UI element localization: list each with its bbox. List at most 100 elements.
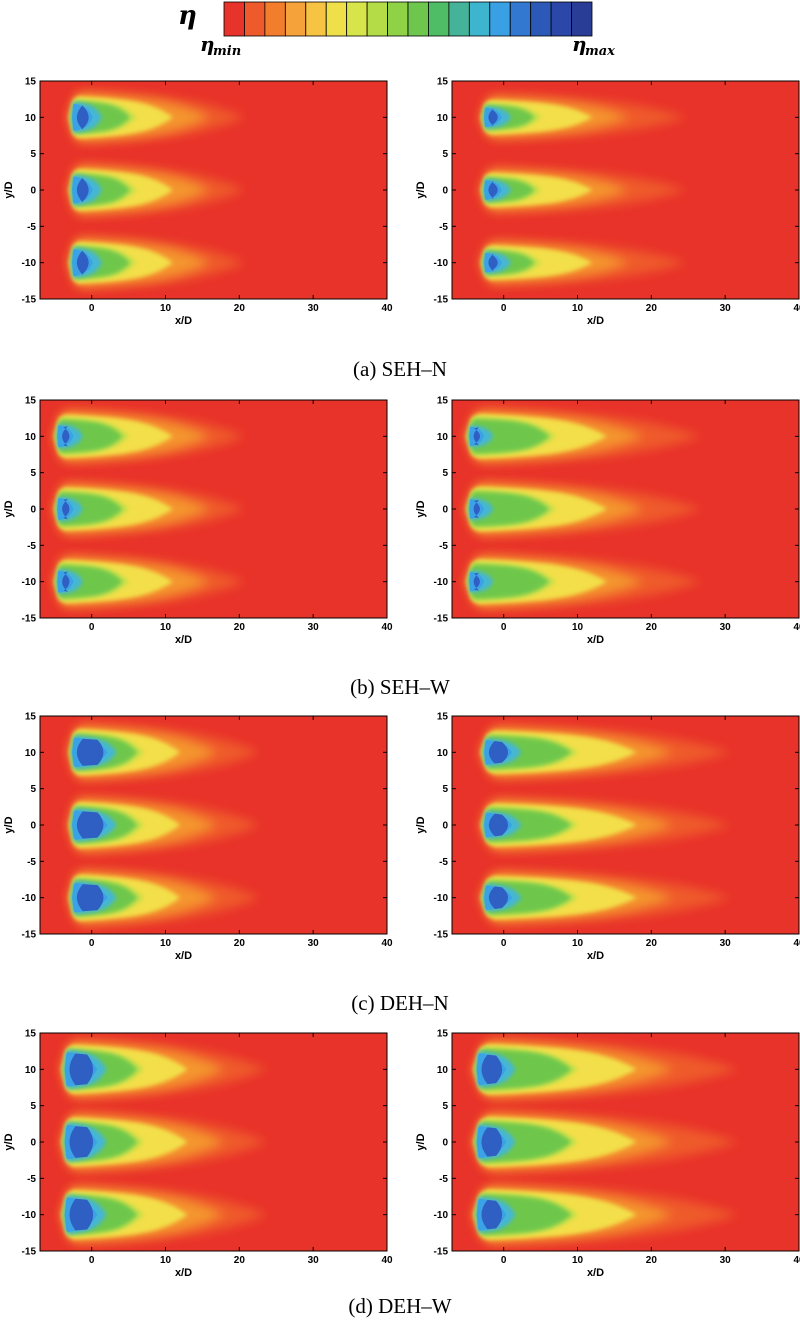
x-tick-label: 30 — [308, 938, 320, 949]
plume-core — [76, 738, 104, 766]
x-tick-label: 10 — [160, 1255, 172, 1266]
y-tick-label: -15 — [434, 1247, 449, 1258]
axis-ticks: 0 10 20 30 40 15 10 5 0 -5 -10 -15 — [22, 1029, 393, 1267]
y-tick-label: 5 — [442, 468, 448, 479]
y-tick-label: 10 — [25, 432, 37, 443]
jet-plume — [59, 1184, 267, 1246]
x-tick-label: 40 — [381, 303, 393, 314]
axis-ticks: 0 10 20 30 40 15 10 5 0 -5 -10 -15 — [22, 396, 393, 634]
contour-plot-right: 0 10 20 30 40 15 10 5 0 -5 -10 -15 x/D y/D — [415, 396, 800, 647]
x-tick-label: 30 — [720, 1255, 732, 1266]
y-tick-label: 0 — [442, 186, 448, 197]
jet-plume — [59, 1038, 267, 1100]
y-tick-label: 5 — [442, 784, 448, 795]
x-tick-label: 20 — [234, 622, 246, 633]
panel-seh-n: 0 10 20 30 40 15 10 5 0 -5 -10 -15 x/D y/D 0 10 20 30 40 15… — [3, 77, 800, 382]
panel-caption: (d) DEH–W — [348, 1294, 451, 1318]
x-tick-label: 40 — [793, 1255, 800, 1266]
y-tick-label: -10 — [22, 893, 37, 904]
x-tick-label: 20 — [234, 1255, 246, 1266]
y-axis-label: y/D — [3, 500, 15, 517]
contour-plot-right: 0 10 20 30 40 15 10 5 0 -5 -10 -15 x/D y/D — [415, 1029, 800, 1280]
plume-core — [76, 811, 104, 839]
y-tick-label: 15 — [25, 712, 37, 723]
colorbar-symbol: η — [178, 1, 197, 31]
x-tick-label: 30 — [308, 1255, 320, 1266]
x-tick-label: 30 — [720, 938, 732, 949]
jet-plume — [471, 1110, 738, 1174]
y-tick-label: -5 — [439, 541, 448, 552]
colorbar-cell — [387, 1, 409, 37]
jet-plume — [67, 90, 245, 145]
y-tick-label: -15 — [434, 930, 449, 941]
jet-plume — [67, 163, 245, 217]
x-axis-label: x/D — [175, 1267, 192, 1279]
colorbar-cells — [223, 1, 593, 37]
y-tick-label: 15 — [25, 1029, 37, 1040]
panel-deh-w: 0 10 20 30 40 15 10 5 0 -5 -10 -15 x/D y/D 0 10 20 30 40 15… — [3, 1029, 800, 1319]
y-tick-label: -10 — [434, 1210, 449, 1221]
y-tick-label: -5 — [439, 222, 448, 233]
axis-ticks: 0 10 20 30 40 15 10 5 0 -5 -10 -15 — [22, 77, 393, 315]
y-axis-label: y/D — [415, 500, 427, 517]
x-tick-label: 10 — [572, 622, 584, 633]
y-tick-label: 5 — [30, 1101, 36, 1112]
contour-plot-left: 0 10 20 30 40 15 10 5 0 -5 -10 -15 x/D y/D — [3, 1029, 393, 1280]
y-tick-label: 5 — [442, 149, 448, 160]
plume-core — [481, 1054, 503, 1085]
y-tick-label: 10 — [437, 748, 449, 759]
plume-green — [468, 564, 550, 600]
y-tick-label: -10 — [22, 1210, 37, 1221]
y-tick-label: -5 — [439, 1174, 448, 1185]
x-tick-label: 40 — [793, 938, 800, 949]
x-tick-label: 0 — [89, 622, 95, 633]
x-tick-label: 30 — [720, 622, 732, 633]
x-tick-label: 20 — [646, 622, 658, 633]
y-tick-label: 15 — [25, 77, 37, 88]
colorbar-max-label: η max — [572, 32, 615, 59]
contour-plot-right: 0 10 20 30 40 15 10 5 0 -5 -10 -15 x/D y/D — [415, 712, 800, 963]
x-tick-label: 10 — [160, 622, 172, 633]
x-tick-label: 20 — [646, 938, 658, 949]
plume-core — [473, 427, 480, 446]
y-tick-label: 15 — [437, 1029, 449, 1040]
x-axis-label: x/D — [587, 634, 604, 646]
colorbar-cell — [244, 1, 266, 37]
panel-caption: (c) DEH–N — [351, 991, 448, 1015]
plume-core — [488, 253, 498, 272]
plume-core — [76, 104, 89, 130]
panel-caption: (b) SEH–W — [350, 675, 450, 699]
y-tick-label: -10 — [22, 258, 37, 269]
jet-plume — [479, 94, 686, 141]
jet-plume — [479, 166, 686, 214]
y-tick-label: 10 — [25, 1065, 37, 1076]
contour-plot-right: 0 10 20 30 40 15 10 5 0 -5 -10 -15 x/D y/D — [415, 77, 800, 328]
y-tick-label: -15 — [22, 1247, 37, 1258]
jet-plume — [464, 553, 701, 610]
panel-caption: (a) SEH–N — [353, 357, 447, 381]
y-tick-label: -5 — [439, 857, 448, 868]
axis-ticks: 0 10 20 30 40 15 10 5 0 -5 -10 -15 — [434, 396, 800, 634]
plume-core — [488, 108, 498, 127]
y-tick-label: 5 — [30, 468, 36, 479]
x-axis-label: x/D — [587, 950, 604, 962]
x-tick-label: 40 — [381, 938, 393, 949]
y-tick-label: -10 — [434, 577, 449, 588]
y-tick-label: 0 — [442, 1138, 448, 1149]
x-tick-label: 0 — [501, 1255, 507, 1266]
contour-plot-left: 0 10 20 30 40 15 10 5 0 -5 -10 -15 x/D y/D — [3, 396, 393, 647]
x-tick-label: 10 — [160, 303, 172, 314]
y-tick-label: -5 — [27, 1174, 36, 1185]
x-tick-label: 10 — [160, 938, 172, 949]
axis-ticks: 0 10 20 30 40 15 10 5 0 -5 -10 -15 — [22, 712, 393, 950]
jet-plume — [52, 408, 245, 464]
y-tick-label: -5 — [27, 222, 36, 233]
panel-seh-w: 0 10 20 30 40 15 10 5 0 -5 -10 -15 x/D y/D 0 10 20 30 40 15… — [3, 396, 800, 700]
plume-core — [76, 177, 89, 203]
jet-plume — [479, 797, 731, 853]
y-tick-label: 15 — [437, 77, 449, 88]
x-tick-label: 30 — [308, 303, 320, 314]
x-tick-label: 0 — [501, 938, 507, 949]
colorbar-cell — [489, 1, 511, 37]
plume-green — [468, 418, 550, 454]
